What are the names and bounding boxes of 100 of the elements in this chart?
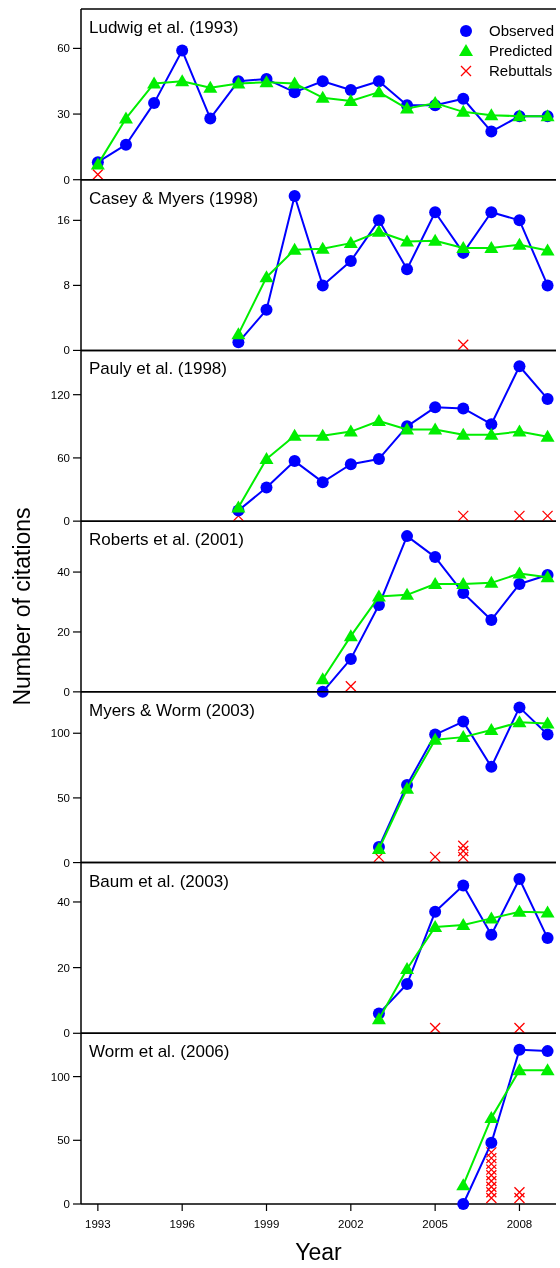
point xyxy=(541,279,554,292)
legend-label: Observed xyxy=(489,22,555,40)
y-tick-label: 0 xyxy=(63,685,70,698)
point xyxy=(400,961,415,974)
y-tick-label: 40 xyxy=(57,566,70,579)
point xyxy=(513,578,526,591)
point xyxy=(343,93,358,106)
y-tick-label: 0 xyxy=(63,856,70,869)
point xyxy=(400,234,415,247)
point xyxy=(513,360,526,373)
point xyxy=(371,1012,386,1025)
point xyxy=(343,424,358,437)
text: Casey & Myers (1998) xyxy=(89,188,259,208)
point xyxy=(540,905,555,918)
point xyxy=(484,575,499,588)
point xyxy=(231,327,246,340)
point xyxy=(485,928,498,941)
point xyxy=(259,451,274,464)
point xyxy=(457,879,470,892)
point xyxy=(371,414,386,427)
text: Worm et al. (2006) xyxy=(89,1042,230,1062)
text: Pauly et al. (1998) xyxy=(89,359,227,379)
point xyxy=(231,500,246,513)
point xyxy=(512,904,527,917)
y-tick-label: 0 xyxy=(63,1027,70,1040)
point xyxy=(147,76,162,89)
point xyxy=(485,760,498,773)
point xyxy=(541,1045,554,1058)
point xyxy=(429,206,442,219)
point xyxy=(513,1022,526,1034)
point xyxy=(513,1192,526,1204)
point xyxy=(204,112,217,125)
point xyxy=(400,587,415,600)
point xyxy=(428,577,443,590)
y-tick-label: 50 xyxy=(57,791,70,804)
x-axis-title: Year xyxy=(295,1239,343,1265)
point xyxy=(429,905,442,918)
point xyxy=(485,1136,498,1149)
point xyxy=(457,715,470,728)
point xyxy=(316,279,329,292)
point xyxy=(315,428,330,441)
y-tick-label: 40 xyxy=(57,895,70,908)
point xyxy=(401,530,414,543)
y-tick-label: 100 xyxy=(50,727,70,740)
point xyxy=(344,83,357,96)
y-tick-label: 60 xyxy=(57,451,70,464)
point xyxy=(344,458,357,471)
point xyxy=(513,872,526,885)
y-tick-label: 0 xyxy=(63,1198,70,1211)
point xyxy=(429,1022,441,1034)
x-tick-label: 2002 xyxy=(338,1218,364,1230)
point xyxy=(287,76,302,89)
point xyxy=(428,233,443,246)
point xyxy=(259,270,274,283)
point xyxy=(457,1198,470,1210)
y-tick-label: 8 xyxy=(63,279,70,292)
point xyxy=(315,672,330,685)
point xyxy=(260,303,273,316)
point xyxy=(372,75,385,88)
point xyxy=(343,236,358,249)
point xyxy=(456,104,471,117)
point xyxy=(288,189,301,202)
point xyxy=(287,428,302,441)
point xyxy=(541,510,554,522)
point xyxy=(513,1186,526,1198)
point xyxy=(541,392,554,405)
point xyxy=(540,243,555,256)
y-tick-label: 0 xyxy=(63,515,70,528)
point xyxy=(175,74,190,87)
x-tick-label: 1999 xyxy=(253,1218,280,1230)
point xyxy=(540,1063,555,1076)
legend-label: Rebuttals xyxy=(489,62,553,80)
point xyxy=(456,917,471,930)
point xyxy=(203,80,218,93)
point xyxy=(344,652,357,665)
x-tick-label: 2005 xyxy=(422,1218,448,1230)
point xyxy=(428,919,443,932)
y-tick-label: 16 xyxy=(57,214,70,227)
point xyxy=(345,680,357,692)
text: Baum et al. (2003) xyxy=(89,871,229,891)
point xyxy=(260,481,273,494)
y-tick-label: 20 xyxy=(57,961,70,974)
point xyxy=(512,715,527,728)
point xyxy=(457,339,469,351)
x-tick-label: 1996 xyxy=(169,1218,195,1230)
point xyxy=(176,44,189,57)
y-tick-label: 0 xyxy=(63,344,70,357)
point xyxy=(485,125,498,138)
point xyxy=(456,730,471,743)
point xyxy=(484,108,499,121)
point xyxy=(484,723,499,736)
point xyxy=(119,138,132,151)
point xyxy=(541,728,554,741)
point xyxy=(457,402,470,415)
text: Ludwig et al. (1993) xyxy=(89,18,239,37)
point xyxy=(513,701,526,714)
point xyxy=(343,629,358,642)
point xyxy=(540,429,555,442)
point xyxy=(118,111,133,124)
point xyxy=(148,97,161,110)
